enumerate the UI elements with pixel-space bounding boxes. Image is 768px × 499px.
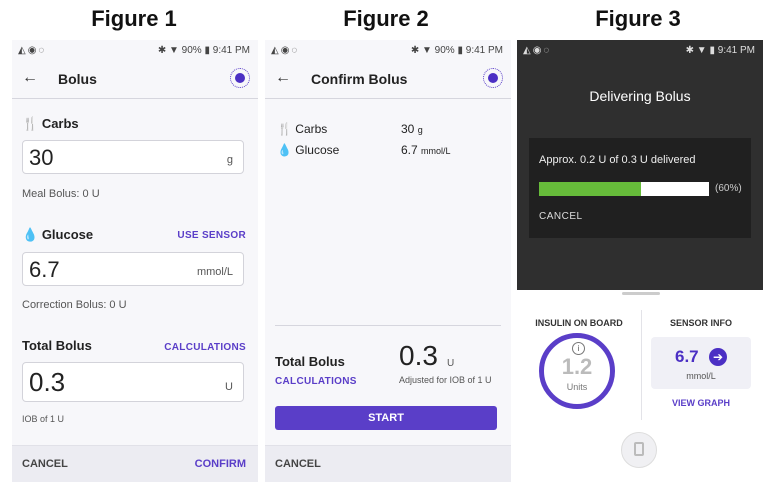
carbs-unit: g — [417, 125, 423, 135]
calculations-link[interactable]: CALCULATIONS — [164, 342, 246, 353]
divider — [275, 325, 501, 326]
fork-knife-icon: 🍴 — [277, 122, 292, 136]
correction-bolus-text: Correction Bolus: 0 U — [22, 299, 127, 311]
glucose-unit: mmol/L — [196, 266, 233, 278]
sensor-unit: mmol/L — [686, 371, 716, 381]
arrow-right-icon: ➔ — [709, 348, 727, 366]
page-title: Bolus — [58, 71, 97, 87]
cancel-button[interactable]: CANCEL — [275, 458, 321, 470]
back-arrow-icon[interactable]: ← — [275, 69, 291, 86]
total-bolus-unit: U — [447, 358, 455, 369]
total-bolus-label: Total Bolus — [275, 354, 345, 369]
total-bolus-value: 0.3 — [399, 340, 438, 371]
start-button[interactable]: START — [275, 406, 497, 430]
carbs-section: 🍴 Carbs — [22, 116, 79, 132]
delivery-overlay: ◭◉◌ ✱ ▼ ▮ 9:41 PM Delivering Bolus Appro… — [517, 40, 763, 290]
iob-value: 1.2 — [561, 354, 593, 379]
glucose-value-row: 6.7 mmol/L — [401, 143, 451, 157]
status-dot-icon[interactable] — [230, 68, 250, 88]
drop-icon: 💧 — [277, 143, 292, 157]
total-bolus-field[interactable]: 0.3 U — [22, 362, 244, 402]
iob-unit: Units — [566, 382, 588, 392]
figure-3-title: Figure 3 — [595, 6, 681, 31]
status-right: ✱ ▼ 90% ▮ 9:41 PM — [410, 45, 503, 56]
status-bar: ◭◉◌ ✱ ▼ 90% ▮ 9:41 PM — [12, 40, 258, 62]
app-bar: ← Bolus — [12, 62, 258, 99]
glucose-label: Glucose — [295, 143, 340, 157]
info-icon[interactable]: i — [572, 342, 585, 355]
confirm-bolus-screen: ◭◉◌ ✱ ▼ 90% ▮ 9:41 PM ← Confirm Bolus 🍴 … — [265, 40, 511, 482]
back-arrow-icon[interactable]: ← — [22, 69, 38, 86]
vertical-divider — [641, 310, 642, 420]
carbs-row: 🍴 Carbs — [277, 122, 327, 136]
carbs-value: 30 — [401, 122, 415, 136]
iob-ring[interactable]: i 1.2 Units — [539, 333, 615, 409]
use-sensor-link[interactable]: USE SENSOR — [177, 230, 246, 241]
drop-icon: 💧 — [22, 227, 39, 242]
total-bolus-value: 0.3 — [29, 367, 66, 397]
glucose-section: 💧 Glucose — [22, 227, 93, 243]
status-bar: ◭◉◌ ✱ ▼ ▮ 9:41 PM — [517, 40, 763, 62]
view-graph-link[interactable]: VIEW GRAPH — [671, 398, 730, 408]
carbs-value: 30 — [29, 145, 54, 170]
glucose-label: Glucose — [41, 227, 94, 242]
glucose-value: 6.7 — [401, 143, 418, 157]
delivery-message: Approx. 0.2 U of 0.3 U delivered — [539, 154, 696, 166]
iob-label: INSULIN ON BOARD — [535, 318, 623, 328]
carbs-value-row: 30 g — [401, 122, 423, 136]
drag-handle[interactable] — [622, 292, 660, 295]
sensor-value: 6.7 — [675, 347, 699, 366]
calculations-link[interactable]: CALCULATIONS — [275, 376, 357, 387]
delivering-bolus-screen: ◭◉◌ ✱ ▼ ▮ 9:41 PM Delivering Bolus Appro… — [517, 40, 763, 482]
glucose-unit: mmol/L — [421, 146, 451, 156]
figure-1-title: Figure 1 — [91, 6, 177, 31]
cancel-delivery-button[interactable]: CANCEL — [539, 211, 583, 222]
adjusted-text: Adjusted for IOB of 1 U — [399, 375, 492, 385]
carbs-field[interactable]: 30 g — [22, 140, 244, 174]
status-right: ✱ ▼ ▮ 9:41 PM — [685, 45, 755, 56]
footer-bar: CANCEL — [265, 445, 511, 482]
status-left-icons: ◭◉◌ — [523, 45, 552, 56]
confirm-button[interactable]: CONFIRM — [194, 458, 246, 470]
glucose-field[interactable]: 6.7 mmol/L — [22, 252, 244, 286]
glucose-value: 6.7 — [29, 257, 60, 282]
status-left-icons: ◭◉◌ — [271, 45, 300, 56]
pump-icon[interactable] — [621, 432, 657, 468]
progress-fill — [539, 182, 641, 196]
sensor-info-card[interactable]: 6.7 ➔ mmol/L — [651, 337, 751, 389]
carbs-label: Carbs — [295, 122, 328, 136]
iob-text: IOB of 1 U — [22, 414, 65, 424]
carbs-label: Carbs — [41, 116, 79, 131]
figure-2-title: Figure 2 — [343, 6, 429, 31]
app-bar: ← Confirm Bolus — [265, 62, 511, 99]
meal-bolus-text: Meal Bolus: 0 U — [22, 188, 100, 200]
carbs-unit: g — [226, 154, 233, 166]
sensor-info-label: SENSOR INFO — [669, 318, 732, 328]
progress-bar — [539, 182, 709, 196]
page-title: Confirm Bolus — [311, 71, 408, 87]
total-bolus-label: Total Bolus — [22, 338, 92, 353]
total-bolus-unit: U — [225, 381, 233, 393]
status-left-icons: ◭◉◌ — [18, 45, 47, 56]
fork-knife-icon: 🍴 — [22, 116, 39, 131]
delivering-title: Delivering Bolus — [589, 88, 691, 104]
status-right: ✱ ▼ 90% ▮ 9:41 PM — [157, 45, 250, 56]
bolus-screen: ◭◉◌ ✱ ▼ 90% ▮ 9:41 PM ← Bolus 🍴 Carbs 30… — [12, 40, 258, 482]
cancel-button[interactable]: CANCEL — [22, 458, 68, 470]
delivery-card: Approx. 0.2 U of 0.3 U delivered (60%) C… — [529, 138, 751, 238]
progress-percent: (60%) — [715, 183, 742, 194]
glucose-row: 💧 Glucose — [277, 143, 339, 157]
status-bar: ◭◉◌ ✱ ▼ 90% ▮ 9:41 PM — [265, 40, 511, 62]
footer-bar: CANCEL CONFIRM — [12, 445, 258, 482]
status-dot-icon[interactable] — [483, 68, 503, 88]
